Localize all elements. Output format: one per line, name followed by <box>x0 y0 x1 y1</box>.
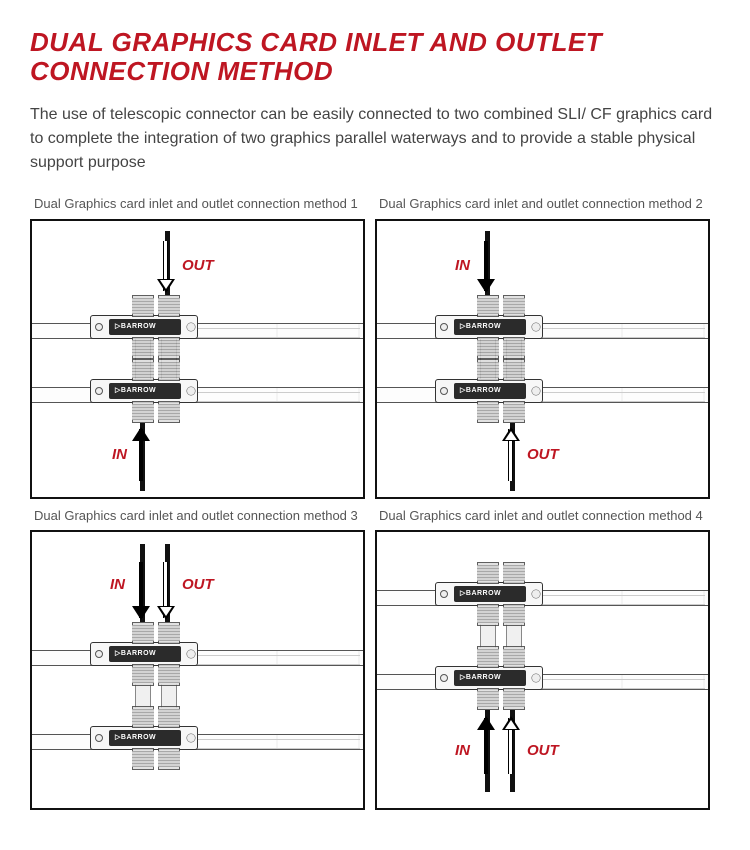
fitting <box>158 748 180 770</box>
flow-arrow-up <box>504 718 518 774</box>
diagram-panel: ▷BARROW ▷BARROW IN OUT <box>375 219 710 499</box>
flow-arrow-up <box>504 429 518 481</box>
flow-arrow-up <box>479 718 493 774</box>
page-title: DUAL GRAPHICS CARD INLET AND OUTLET CONN… <box>30 28 720 85</box>
flow-label-out: OUT <box>527 742 559 759</box>
fitting <box>132 337 154 359</box>
fitting <box>132 401 154 423</box>
brand-label: ▷BARROW <box>115 386 156 394</box>
fitting <box>503 401 525 423</box>
fitting <box>477 337 499 359</box>
page-description: The use of telescopic connector can be e… <box>30 103 720 175</box>
flow-label-in: IN <box>112 446 127 463</box>
flow-arrow-down <box>159 241 173 291</box>
panel-caption: Dual Graphics card inlet and outlet conn… <box>375 507 710 525</box>
tube <box>135 684 151 708</box>
panel-caption: Dual Graphics card inlet and outlet conn… <box>30 507 365 525</box>
flow-label-out: OUT <box>182 257 214 274</box>
fitting <box>477 401 499 423</box>
water-block: ▷BARROW <box>90 379 198 403</box>
fitting <box>132 706 154 728</box>
flow-arrow-down <box>479 241 493 291</box>
tube <box>506 624 522 648</box>
fitting <box>132 664 154 686</box>
brand-label: ▷BARROW <box>115 649 156 657</box>
fitting <box>477 562 499 584</box>
fitting <box>158 295 180 317</box>
tube <box>161 684 177 708</box>
flow-label-in: IN <box>455 257 470 274</box>
panel-caption: Dual Graphics card inlet and outlet conn… <box>30 195 365 213</box>
brand-label: ▷BARROW <box>460 589 501 597</box>
fitting <box>503 604 525 626</box>
diagram-panel: ▷BARROW ▷BARROW OUT IN <box>30 219 365 499</box>
water-block: ▷BARROW <box>435 315 543 339</box>
brand-label: ▷BARROW <box>115 322 156 330</box>
fitting <box>477 359 499 381</box>
fitting <box>503 359 525 381</box>
fitting <box>132 748 154 770</box>
tube <box>480 624 496 648</box>
diagram-grid: Dual Graphics card inlet and outlet conn… <box>30 195 720 810</box>
fitting <box>158 622 180 644</box>
diagram-panel: ▷BARROW ▷BARROW IN OUT <box>375 530 710 810</box>
water-block: ▷BARROW <box>435 582 543 606</box>
fitting <box>132 622 154 644</box>
flow-arrow-down <box>134 562 148 618</box>
fitting <box>158 706 180 728</box>
fitting <box>503 646 525 668</box>
fitting <box>503 562 525 584</box>
fitting <box>158 359 180 381</box>
flow-label-in: IN <box>455 742 470 759</box>
fitting <box>132 295 154 317</box>
panel-wrap-3: Dual Graphics card inlet and outlet conn… <box>30 507 365 811</box>
flow-arrow-up <box>134 429 148 481</box>
fitting <box>503 295 525 317</box>
brand-label: ▷BARROW <box>460 673 501 681</box>
panel-caption: Dual Graphics card inlet and outlet conn… <box>375 195 710 213</box>
fitting <box>477 295 499 317</box>
brand-label: ▷BARROW <box>460 386 501 394</box>
water-block: ▷BARROW <box>90 726 198 750</box>
flow-arrow-down <box>159 562 173 618</box>
brand-label: ▷BARROW <box>115 733 156 741</box>
diagram-panel: ▷BARROW ▷BARROW IN OUT <box>30 530 365 810</box>
fitting <box>132 359 154 381</box>
fitting <box>158 664 180 686</box>
panel-wrap-1: Dual Graphics card inlet and outlet conn… <box>30 195 365 499</box>
panel-wrap-2: Dual Graphics card inlet and outlet conn… <box>375 195 710 499</box>
fitting <box>158 337 180 359</box>
fitting <box>503 337 525 359</box>
fitting <box>503 688 525 710</box>
flow-label-out: OUT <box>182 576 214 593</box>
fitting <box>158 401 180 423</box>
water-block: ▷BARROW <box>435 379 543 403</box>
water-block: ▷BARROW <box>435 666 543 690</box>
fitting <box>477 646 499 668</box>
water-block: ▷BARROW <box>90 642 198 666</box>
water-block: ▷BARROW <box>90 315 198 339</box>
brand-label: ▷BARROW <box>460 322 501 330</box>
fitting <box>477 604 499 626</box>
fitting <box>477 688 499 710</box>
flow-label-out: OUT <box>527 446 559 463</box>
flow-label-in: IN <box>110 576 125 593</box>
panel-wrap-4: Dual Graphics card inlet and outlet conn… <box>375 507 710 811</box>
